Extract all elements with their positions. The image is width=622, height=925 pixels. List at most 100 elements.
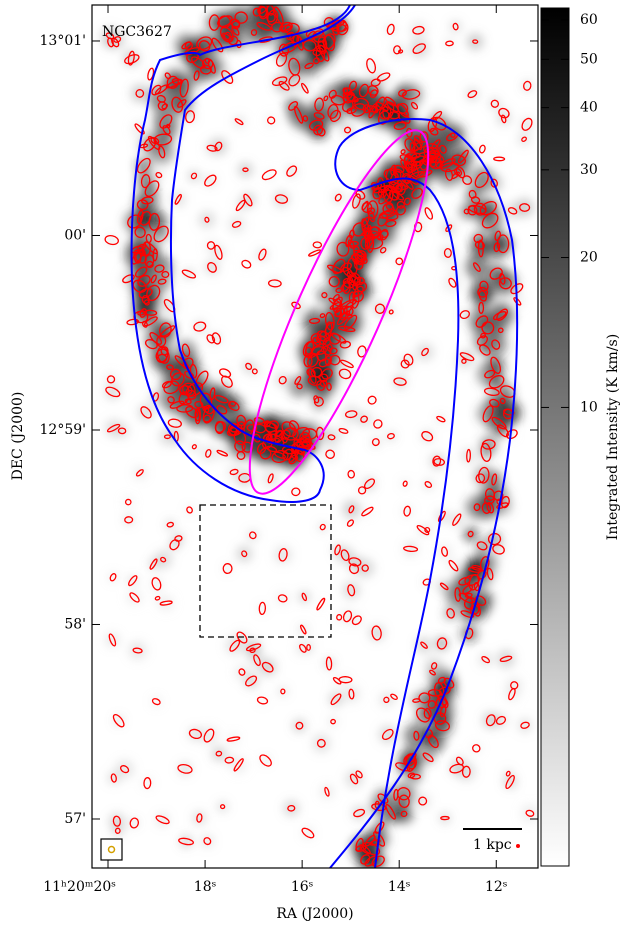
cloud <box>184 398 192 405</box>
cloud <box>348 557 362 567</box>
cloud <box>398 794 410 809</box>
cloud <box>398 89 407 97</box>
emission-blob <box>168 428 185 445</box>
cloud <box>332 296 343 311</box>
cloud <box>203 728 215 743</box>
colorbar-tick-label: 10 <box>580 399 598 415</box>
emission-blob <box>146 183 158 194</box>
colorbar-tick-label: 30 <box>580 162 598 178</box>
cloud <box>233 758 244 772</box>
cloud <box>392 191 405 201</box>
emission-blob <box>465 495 489 519</box>
cloud <box>154 595 161 601</box>
emission-blob <box>283 800 299 816</box>
emission-blob <box>135 157 152 174</box>
emission-blob <box>228 216 245 233</box>
emission-blob <box>233 116 245 128</box>
cloud <box>191 444 197 450</box>
cloud <box>479 200 497 216</box>
cloud <box>278 548 288 562</box>
emission-blob <box>448 560 459 571</box>
cloud <box>362 104 371 114</box>
cloud <box>489 398 500 408</box>
cloud <box>165 79 183 89</box>
x-tick-label: 18ˢ <box>194 879 217 895</box>
cloud <box>222 563 233 575</box>
cloud <box>229 468 239 476</box>
emission-blob <box>503 775 517 789</box>
cloud <box>460 610 475 618</box>
cloud <box>274 451 286 459</box>
cloud <box>339 340 351 349</box>
cloud <box>455 756 464 766</box>
cloud <box>204 216 210 223</box>
cloud <box>412 43 426 54</box>
cloud <box>245 362 253 370</box>
emission-blob <box>461 448 476 463</box>
emission-blob <box>518 718 532 733</box>
cloud <box>251 368 258 375</box>
cloud <box>473 582 480 592</box>
cloud <box>186 506 193 514</box>
emission-blob <box>310 393 323 406</box>
cloud <box>216 405 228 415</box>
cloud <box>313 395 320 404</box>
cloud <box>203 404 215 415</box>
cloud <box>457 149 469 164</box>
cloud <box>267 279 282 288</box>
chart-title: NGC3627 <box>102 24 172 40</box>
cloud <box>459 352 475 362</box>
cloud <box>245 675 258 687</box>
cloud <box>326 382 332 391</box>
cloud <box>155 815 170 825</box>
cloud <box>432 110 443 121</box>
emission-blob <box>324 658 334 669</box>
emission-blob <box>455 353 472 370</box>
emission-blob <box>212 746 226 761</box>
emission-blob <box>410 21 427 39</box>
cloud <box>327 104 339 119</box>
cloud <box>448 559 459 572</box>
cloud <box>307 353 319 368</box>
cloud <box>427 700 437 709</box>
cloud <box>422 752 434 763</box>
cloud <box>364 834 376 847</box>
cloud <box>330 95 346 106</box>
cloud <box>144 180 160 197</box>
cloud <box>217 15 233 28</box>
emission-blob <box>440 245 456 261</box>
cloud <box>200 64 212 75</box>
cloud <box>423 708 432 719</box>
cloud <box>327 264 343 274</box>
emission-blob <box>114 716 123 725</box>
emission-blob <box>368 625 385 641</box>
x-tick-label: 16ˢ <box>291 879 314 895</box>
emission-blob <box>320 785 334 799</box>
cloud <box>486 502 495 514</box>
cloud <box>388 111 401 120</box>
cloud <box>214 395 229 404</box>
cloud <box>334 193 342 202</box>
cloud <box>302 115 309 122</box>
cloud <box>221 375 233 388</box>
cloud <box>165 123 171 129</box>
cloud <box>361 216 370 228</box>
cloud <box>523 80 532 91</box>
cloud <box>226 426 243 437</box>
cloud <box>353 253 367 265</box>
emission-blob <box>342 405 360 423</box>
emission-blob <box>209 416 232 438</box>
cloud <box>278 24 292 32</box>
cloud <box>488 375 505 389</box>
y-tick-label: 58' <box>64 616 86 632</box>
cloud <box>347 240 359 247</box>
cloud <box>178 837 194 846</box>
cloud <box>393 121 407 130</box>
cloud <box>473 233 484 244</box>
cloud <box>424 207 434 220</box>
cloud <box>366 105 379 113</box>
cloud <box>348 275 361 283</box>
plot-frame <box>91 4 539 869</box>
cloud <box>520 721 530 729</box>
cloud <box>424 481 433 489</box>
